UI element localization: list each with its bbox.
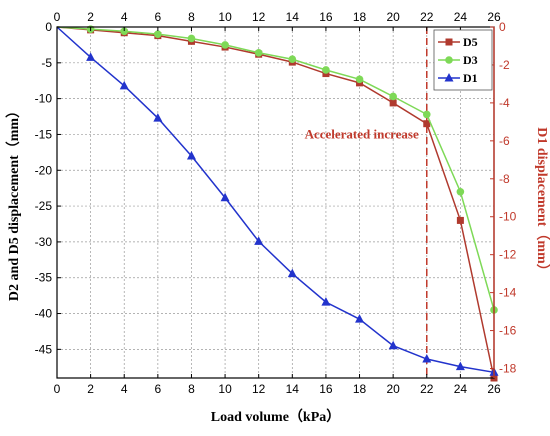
- y-left-tick-label: -35: [35, 271, 53, 285]
- x-tick-label-top: 0: [54, 10, 61, 24]
- x-tick-label-top: 12: [252, 10, 266, 24]
- x-tick-label-top: 26: [487, 10, 501, 24]
- y-right-tick-label: -16: [499, 324, 517, 338]
- y-left-tick-label: -5: [41, 56, 52, 70]
- data-point-triangle: [153, 113, 163, 122]
- data-point-triangle: [287, 268, 297, 278]
- data-point-triangle: [455, 361, 465, 371]
- y-left-tick-label: -20: [35, 163, 53, 177]
- tick-layer: 0022446688101012121414161618182020222224…: [35, 10, 517, 396]
- legend: D5 D3 D1: [433, 29, 493, 91]
- data-point-circle: [355, 75, 364, 84]
- data-point-triangle: [119, 80, 129, 90]
- x-tick-label-top: 18: [353, 10, 367, 24]
- y-right-tick-label: -8: [499, 172, 510, 186]
- data-point-triangle: [422, 354, 432, 363]
- y-right-tick-label: -6: [499, 134, 510, 148]
- series-line-d5: [56, 26, 495, 379]
- y-left-tick-label: -45: [35, 342, 53, 356]
- data-point-circle: [221, 41, 229, 49]
- series-d1: [56, 26, 499, 376]
- x-tick-label: 0: [54, 382, 61, 396]
- legend-label-d1: D1: [463, 71, 478, 85]
- x-tick-label-top: 24: [454, 10, 468, 24]
- y-right-tick-label: -14: [499, 286, 517, 300]
- x-tick-label: 20: [386, 382, 400, 396]
- data-point-circle: [322, 66, 330, 74]
- data-point-triangle: [254, 236, 264, 245]
- y-left-tick-label: -40: [35, 307, 53, 321]
- data-point-triangle: [220, 192, 230, 202]
- data-point-circle: [445, 56, 453, 64]
- x-tick-label-top: 16: [319, 10, 333, 24]
- x-tick-label-top: 2: [87, 10, 94, 24]
- data-point-square: [389, 99, 397, 107]
- x-tick-label: 26: [487, 382, 501, 396]
- y-axis-left-title: D2 and D5 displacement（mm）: [6, 104, 22, 301]
- x-tick-label: 4: [121, 382, 128, 396]
- x-tick-label-top: 22: [420, 10, 434, 24]
- x-tick-label: 18: [353, 382, 367, 396]
- legend-label-d3: D3: [463, 53, 478, 67]
- data-point-circle: [187, 34, 196, 43]
- y-left-tick-label: -25: [35, 199, 53, 213]
- legend-label-d5: D5: [463, 35, 478, 49]
- x-tick-label-top: 14: [286, 10, 300, 24]
- y-left-tick-label: 0: [45, 20, 52, 34]
- data-point-circle: [422, 110, 431, 119]
- x-tick-label: 16: [319, 382, 333, 396]
- data-point-circle: [254, 48, 263, 57]
- y-left-tick-label: -10: [35, 92, 53, 106]
- series-line-d3: [56, 26, 495, 311]
- grid-layer: [57, 27, 494, 378]
- data-point-square: [456, 216, 464, 224]
- y-right-tick-label: -10: [499, 210, 517, 224]
- data-point-circle: [288, 55, 297, 64]
- x-tick-label: 2: [87, 382, 94, 396]
- data-point-triangle: [444, 73, 454, 82]
- data-point-circle: [120, 27, 129, 36]
- x-tick-label-top: 10: [218, 10, 232, 24]
- y-right-tick-label: -12: [499, 248, 517, 262]
- x-tick-label-top: 8: [188, 10, 195, 24]
- y-left-tick-label: -30: [35, 235, 53, 249]
- series-d3: [56, 25, 498, 314]
- y-right-tick-label: -4: [499, 96, 510, 110]
- data-point-triangle: [355, 314, 365, 323]
- y-right-tick-label: -18: [499, 362, 517, 376]
- series-line-d1: [56, 26, 495, 374]
- y-right-tick-label: 0: [499, 20, 506, 34]
- y-axis-right-title: D1 displacement（mm）: [534, 127, 550, 278]
- data-point-square: [423, 120, 431, 128]
- x-tick-label: 14: [286, 382, 300, 396]
- x-tick-label: 24: [454, 382, 468, 396]
- data-point-circle: [456, 187, 465, 196]
- x-tick-label: 8: [188, 382, 195, 396]
- x-tick-label: 22: [420, 382, 434, 396]
- data-point-triangle: [388, 340, 398, 350]
- y-right-tick-label: -2: [499, 58, 510, 72]
- data-point-circle: [154, 30, 162, 38]
- annotation-layer: Accelerated increase: [305, 27, 428, 378]
- x-tick-label-top: 6: [155, 10, 162, 24]
- x-tick-label-top: 4: [121, 10, 128, 24]
- x-axis-title: Load volume（kPa）: [211, 409, 341, 425]
- annotation-label: Accelerated increase: [305, 126, 419, 141]
- data-point-triangle: [186, 151, 196, 160]
- x-tick-label: 12: [252, 382, 266, 396]
- y-left-tick-label: -15: [35, 127, 53, 141]
- x-tick-label-top: 20: [386, 10, 400, 24]
- x-tick-label: 10: [218, 382, 232, 396]
- x-tick-label: 6: [155, 382, 162, 396]
- data-point-triangle: [86, 52, 96, 61]
- data-point-triangle: [321, 297, 331, 306]
- data-point-circle: [389, 92, 397, 101]
- data-point-square: [445, 38, 453, 46]
- series-layer: [56, 25, 499, 382]
